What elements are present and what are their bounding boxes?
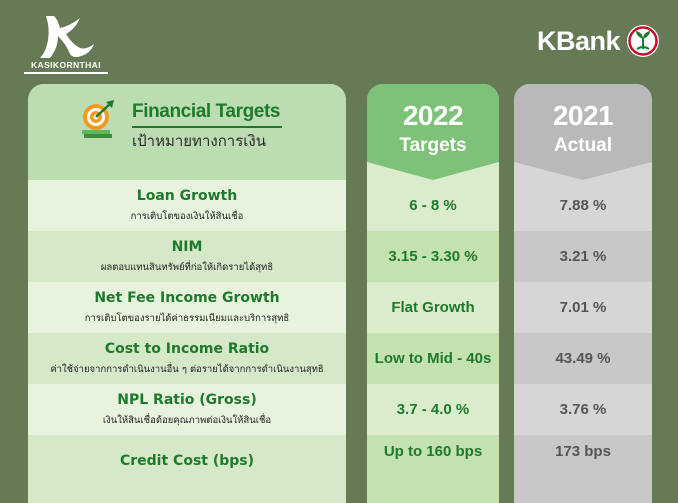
actual-value: 173 bps xyxy=(555,443,611,460)
kasikornthai-logo: KASIKORNTHAI xyxy=(22,14,110,76)
target-cell: 3.7 - 4.0 % xyxy=(367,384,499,435)
metric-title: Cost to Income Ratio xyxy=(104,341,270,357)
actual-header-shape xyxy=(514,84,652,180)
metric-row: NIM ผลตอบแทนสินทรัพย์ที่ก่อให้เกิดรายได้… xyxy=(28,231,346,282)
actual-cell: 173 bps xyxy=(514,435,652,503)
metrics-column: Financial Targets เป้าหมายทางการเงิน Loa… xyxy=(28,84,346,503)
metric-title: NPL Ratio (Gross) xyxy=(117,392,257,408)
target-value: Up to 160 bps xyxy=(383,443,483,460)
financial-targets-title: Financial Targets xyxy=(132,101,281,122)
metric-title: Net Fee Income Growth xyxy=(94,290,280,306)
actual-column: 2021 Actual 7.88 % 3.21 % 7.01 % 43.49 %… xyxy=(514,84,652,503)
kasikornthai-underline xyxy=(24,72,108,74)
actual-cell: 3.76 % xyxy=(514,384,652,435)
target-value: 6 - 8 % xyxy=(409,197,457,214)
kbank-logo: KBank xyxy=(537,24,660,58)
metric-row: Credit Cost (bps) xyxy=(28,435,346,503)
target-cell: 6 - 8 % xyxy=(367,180,499,231)
actual-cell: 7.88 % xyxy=(514,180,652,231)
metric-title: Loan Growth xyxy=(136,188,238,204)
target-cell: Flat Growth xyxy=(367,282,499,333)
target-year: 2022 xyxy=(402,100,464,131)
metric-row: Loan Growth การเติบโตของเงินให้สินเชื่อ xyxy=(28,180,346,231)
actual-cell: 43.49 % xyxy=(514,333,652,384)
actual-value: 7.01 % xyxy=(559,299,607,316)
target-value: Low to Mid - 40s xyxy=(374,350,492,367)
metric-title: NIM xyxy=(171,239,203,255)
kbank-seal-icon xyxy=(627,25,659,57)
actual-label: Actual xyxy=(553,135,613,156)
kasikornthai-wordmark: KASIKORNTHAI xyxy=(31,60,101,70)
metric-subtitle: เงินให้สินเชื่อด้อยคุณภาพต่อเงินให้สินเช… xyxy=(102,415,272,426)
actual-year: 2021 xyxy=(552,100,614,131)
targets-column: 2022 Targets 6 - 8 % 3.15 - 3.30 % Flat … xyxy=(367,84,499,503)
actual-value: 3.21 % xyxy=(559,248,607,265)
metric-row: NPL Ratio (Gross) เงินให้สินเชื่อด้อยคุณ… xyxy=(28,384,346,435)
actual-cell: 7.01 % xyxy=(514,282,652,333)
metric-title: Credit Cost (bps) xyxy=(119,453,255,469)
metric-subtitle: ผลตอบแทนสินทรัพย์ที่ก่อให้เกิดรายได้สุทธ… xyxy=(100,262,274,273)
kbank-wordmark: KBank xyxy=(536,25,621,56)
metric-subtitle: การเติบโตของเงินให้สินเชื่อ xyxy=(130,211,244,222)
metric-subtitle: การเติบโตของรายได้ค่าธรรมเนียมและบริการส… xyxy=(84,313,290,324)
targets-header-shape xyxy=(367,84,499,180)
financial-targets-subtitle: เป้าหมายทางการเงิน xyxy=(132,132,266,150)
actual-value: 3.76 % xyxy=(559,401,607,418)
actual-value: 43.49 % xyxy=(555,350,611,367)
target-cell: 3.15 - 3.30 % xyxy=(367,231,499,282)
actual-value: 7.88 % xyxy=(559,197,607,214)
metric-subtitle: ค่าใช้จ่ายจากการดำเนินงานอื่น ๆ ต่อรายได… xyxy=(50,364,324,375)
target-cell: Low to Mid - 40s xyxy=(367,333,499,384)
financial-targets-header: Financial Targets เป้าหมายทางการเงิน xyxy=(28,84,346,180)
target-value: 3.7 - 4.0 % xyxy=(396,401,470,418)
metric-row: Cost to Income Ratio ค่าใช้จ่ายจากการดำเ… xyxy=(28,333,346,384)
title-underline xyxy=(132,126,282,128)
metric-row: Net Fee Income Growth การเติบโตของรายได้… xyxy=(28,282,346,333)
target-value: 3.15 - 3.30 % xyxy=(388,248,478,265)
target-label: Targets xyxy=(399,135,467,156)
target-cell: Up to 160 bps xyxy=(367,435,499,503)
actual-cell: 3.21 % xyxy=(514,231,652,282)
financial-target-icon xyxy=(82,100,114,138)
target-value: Flat Growth xyxy=(391,299,475,316)
kasikornthai-k-icon xyxy=(40,16,94,58)
